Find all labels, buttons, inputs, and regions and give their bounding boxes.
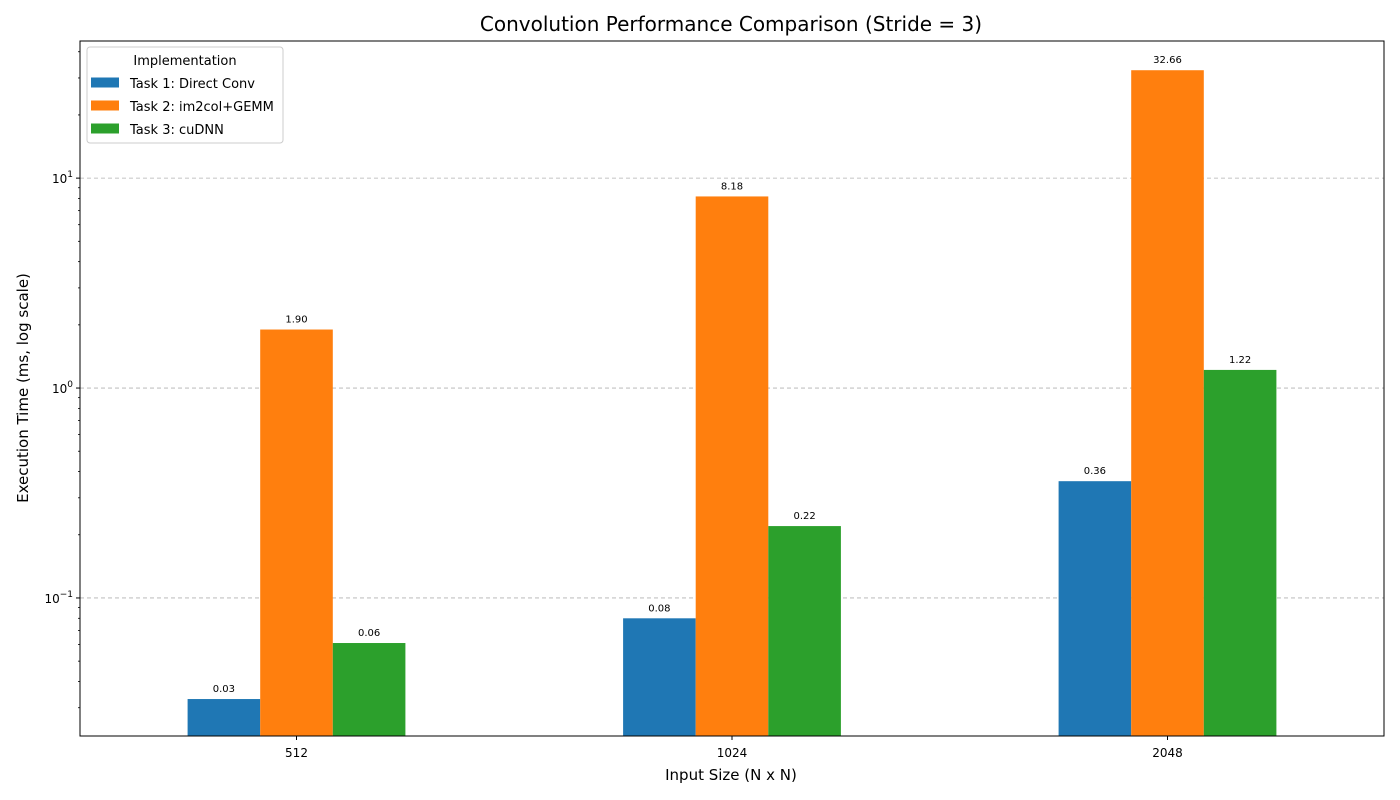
bars — [187, 70, 1277, 737]
bar-value-label: 1.22 — [1229, 355, 1251, 366]
legend-swatch — [91, 123, 119, 134]
bar — [695, 196, 769, 737]
bar — [260, 329, 333, 736]
bar-value-label: 0.08 — [648, 603, 670, 614]
x-axis-ticks: 512 1024 2048 — [285, 736, 1183, 760]
y-tick-label: 100 — [52, 380, 73, 396]
bar — [623, 618, 696, 736]
bar — [1058, 481, 1132, 736]
bar — [187, 699, 261, 736]
bar-value-label: 32.66 — [1153, 55, 1182, 66]
bar — [332, 643, 406, 736]
legend-box — [86, 46, 284, 144]
legend-label: Task 3: cuDNN — [129, 123, 224, 138]
legend-swatch — [91, 100, 119, 111]
bar-value-label: 8.18 — [721, 181, 743, 192]
y-axis-ticks: 10−1 100 101 — [44, 51, 80, 709]
y-tick-label: 101 — [52, 170, 73, 186]
bar — [768, 526, 841, 736]
bar-value-label: 0.22 — [793, 511, 815, 522]
legend-items: Task 1: Direct Conv Task 2: im2col+GEMM Ta… — [91, 77, 274, 138]
legend: Implementation Task 1: Direct Conv Task 2… — [86, 46, 284, 144]
bar-value-label: 0.36 — [1084, 466, 1106, 477]
bar — [1203, 369, 1277, 736]
x-tick-label: 1024 — [717, 746, 748, 760]
x-tick-label: 512 — [285, 746, 308, 760]
y-tick-label: 10−1 — [44, 590, 73, 606]
bar-value-label: 0.03 — [213, 684, 235, 695]
x-tick-label: 2048 — [1152, 746, 1183, 760]
legend-label: Task 1: Direct Conv — [129, 77, 255, 92]
bar — [1131, 70, 1204, 737]
legend-label: Task 2: im2col+GEMM — [129, 100, 274, 115]
legend-swatch — [91, 77, 119, 88]
y-axis-label: Execution Time (ms, log scale) — [14, 273, 32, 503]
legend-title: Implementation — [133, 54, 236, 69]
chart-title: Convolution Performance Comparison (Stri… — [480, 12, 982, 36]
data-labels: 0.03 1.90 0.06 0.08 8.18 0.22 0.36 32.66 1.22 — [213, 55, 1251, 695]
bar-value-label: 0.06 — [358, 628, 380, 639]
x-axis-label: Input Size (N x N) — [665, 766, 797, 784]
bar-value-label: 1.90 — [285, 315, 307, 326]
